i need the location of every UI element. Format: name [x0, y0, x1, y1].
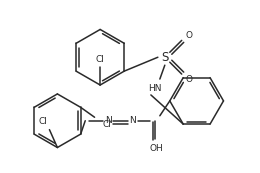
Text: S: S: [161, 51, 168, 64]
Text: HN: HN: [148, 84, 162, 93]
Text: Cl: Cl: [96, 55, 105, 64]
Text: Cl: Cl: [38, 117, 47, 126]
Text: OH: OH: [150, 144, 164, 153]
Text: O: O: [185, 31, 192, 40]
Text: Cl: Cl: [102, 120, 111, 129]
Text: O: O: [185, 75, 192, 84]
Text: N: N: [105, 116, 112, 125]
Text: N: N: [129, 116, 136, 125]
